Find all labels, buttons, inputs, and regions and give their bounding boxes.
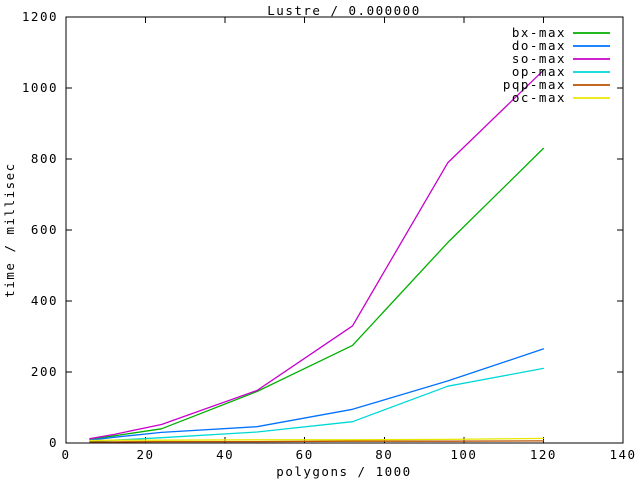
legend-label-op-max: op-max [512,64,566,79]
legend-label-do-max: do-max [512,38,566,53]
legend-label-pqp-max: pqp-max [503,77,566,92]
y-tick-label: 1000 [22,80,58,95]
x-axis-label: polygons / 1000 [276,464,411,479]
y-tick-label: 1200 [22,9,58,24]
y-axis-label: time / millisec [2,162,17,297]
series-line-op-max [89,367,545,443]
y-tick-label: 200 [31,364,58,379]
y-tick-label: 600 [31,222,58,237]
x-tick-label: 100 [450,447,477,462]
legend-label-so-max: so-max [512,51,566,66]
series-line-oc-max [89,437,545,442]
data-series [89,69,545,443]
series-line-so-max [89,69,545,440]
legend-label-oc-max: oc-max [512,90,566,105]
y-tick-label: 0 [49,435,58,450]
x-tick-label: 140 [609,447,636,462]
x-tick-label: 120 [530,447,557,462]
axis-ticks [65,16,624,444]
axis-tick-labels: 0 20 40 60 80 100 120 140 0 200 400 600 800 1000 1200 [22,9,636,462]
series-line-bx-max [89,147,545,441]
x-tick-label: 0 [61,447,70,462]
legend-label-bx-max: bx-max [512,25,566,40]
chart-title: Lustre / 0.000000 [267,3,420,18]
x-tick-label: 60 [296,447,314,462]
y-tick-label: 400 [31,293,58,308]
series-line-do-max [89,348,545,441]
series-line-pqp-max [89,440,545,443]
y-tick-label: 800 [31,151,58,166]
x-tick-label: 80 [375,447,393,462]
x-tick-label: 20 [137,447,155,462]
x-tick-label: 40 [216,447,234,462]
